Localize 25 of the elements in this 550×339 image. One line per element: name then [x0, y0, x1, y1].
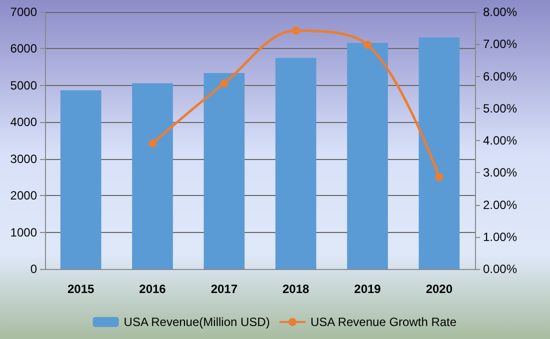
x-tick-label: 2015: [67, 282, 95, 296]
legend-label: USA Revenue Growth Rate: [310, 315, 457, 329]
y2-tick-label: 1.00%: [483, 230, 518, 244]
y2-tick-label: 2.00%: [483, 198, 518, 212]
y-tick-label: 3000: [10, 152, 38, 166]
x-tick-label: 2020: [426, 282, 453, 296]
x-tick-label: 2017: [210, 282, 238, 296]
y2-tick-label: 0.00%: [483, 262, 518, 276]
y2-tick-label: 7.00%: [483, 37, 518, 52]
x-tick-label: 2019: [354, 282, 382, 296]
y2-tick-label: 5.00%: [483, 101, 518, 116]
legend-label: USA Revenue(Million USD): [124, 315, 270, 329]
y-tick-label: 1000: [10, 225, 38, 240]
y-tick-label: 6000: [10, 42, 38, 56]
y2-tick-label: 6.00%: [483, 69, 518, 84]
y-tick-label: 4000: [10, 115, 38, 130]
y-tick-label: 5000: [10, 78, 38, 92]
y-tick-label: 2000: [10, 188, 38, 203]
y2-tick-label: 8.00%: [483, 5, 518, 19]
y2-tick-label: 3.00%: [483, 166, 518, 180]
x-tick-label: 2018: [282, 282, 310, 296]
y2-tick-label: 4.00%: [483, 134, 518, 148]
y-tick-label: 0: [30, 262, 38, 276]
x-tick-label: 2016: [139, 282, 166, 296]
y-tick-label: 7000: [10, 5, 38, 19]
